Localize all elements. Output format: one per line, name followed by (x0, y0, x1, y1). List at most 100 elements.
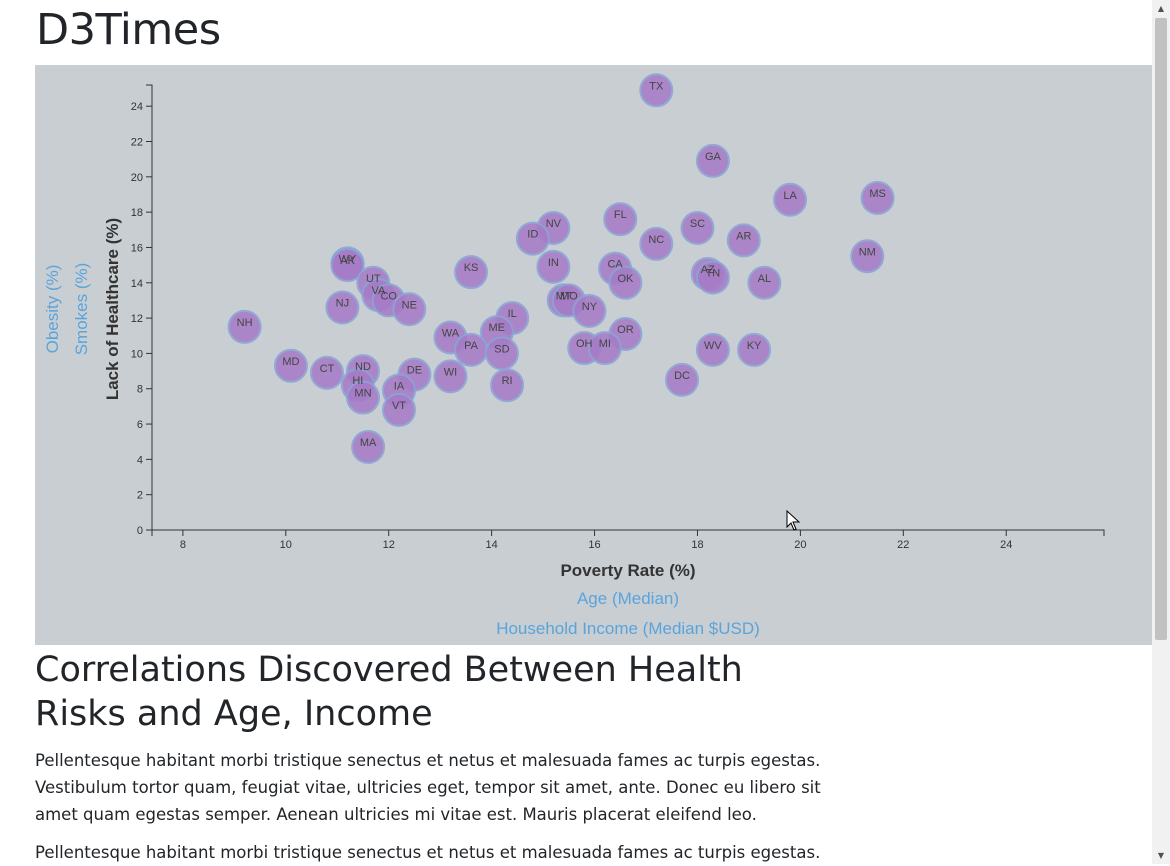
state-circle (680, 211, 715, 246)
state-label: FL (614, 209, 627, 221)
x-axis-label-age[interactable]: Age (Median) (577, 589, 679, 608)
state-label: ME (489, 322, 506, 334)
x-axis: 8 10 12 14 16 18 20 22 24 (151, 529, 1105, 551)
state-circle (860, 181, 895, 216)
state-label: LA (783, 190, 797, 202)
scroll-thumb[interactable] (1155, 18, 1167, 640)
state-circle (603, 202, 638, 237)
state-circle (433, 359, 468, 394)
state-label: GA (705, 151, 722, 163)
y-tick-label: 12 (131, 313, 143, 325)
x-tick-label: 8 (180, 539, 186, 551)
state-circle (587, 331, 622, 366)
y-tick-label: 0 (137, 525, 143, 537)
state-circle (773, 182, 808, 217)
x-tick-label: 22 (897, 539, 909, 551)
x-tick-label: 24 (1000, 539, 1012, 551)
state-circle (665, 362, 700, 397)
state-circle (325, 290, 360, 325)
chart-area: 8 10 12 14 16 18 20 22 24 0 2 4 6 8 10 12 14 16 18 20 22 24 … (35, 65, 1152, 645)
state-label: RI (502, 375, 513, 387)
x-axis-label-poverty[interactable]: Poverty Rate (%) (560, 561, 695, 580)
state-label: NH (237, 317, 253, 329)
y-tick-label: 18 (131, 207, 143, 219)
scroll-up-arrow-icon[interactable]: ▲ (1157, 4, 1165, 13)
state-label: NJ (336, 298, 349, 310)
state-label: VT (392, 400, 406, 412)
x-axis-label-income[interactable]: Household Income (Median $USD) (496, 619, 760, 638)
x-tick-label: 14 (486, 539, 498, 551)
scroll-down-arrow-icon[interactable]: ▼ (1157, 851, 1165, 860)
state-circle (639, 73, 674, 108)
state-label: WA (442, 328, 460, 340)
y-tick-label: 10 (131, 348, 143, 360)
state-label: WY (339, 253, 357, 265)
site-title: D3Times (36, 5, 221, 55)
state-label: NV (546, 218, 562, 230)
state-label: SD (494, 343, 509, 355)
state-label: NM (859, 246, 876, 258)
state-label: NY (582, 301, 598, 313)
state-label: AL (758, 273, 771, 285)
x-tick-label: 12 (383, 539, 395, 551)
state-label: OH (576, 338, 593, 350)
state-circles (227, 73, 895, 465)
state-circle (536, 249, 571, 284)
state-label: MT (556, 290, 572, 302)
x-tick-label: 16 (588, 539, 600, 551)
y-axis-label-obesity[interactable]: Obesity (%) (43, 265, 62, 354)
state-label: KS (464, 262, 479, 274)
scatter-chart: 8 10 12 14 16 18 20 22 24 024681012141618202224 … (43, 73, 1105, 638)
state-circle (850, 239, 885, 274)
state-circle (737, 332, 772, 367)
state-label: PA (464, 340, 479, 352)
article-paragraph: Pellentesque habitant morbi tristique se… (35, 751, 821, 824)
state-circle (382, 392, 417, 427)
state-label: VA (371, 285, 386, 297)
y-axis-label-healthcare[interactable]: Lack of Healthcare (%) (103, 218, 122, 400)
y-tick-label: 24 (131, 101, 143, 113)
state-circle (572, 294, 607, 329)
state-label: IA (394, 380, 405, 392)
article-heading: Correlations Discovered Between Health R… (35, 650, 743, 734)
y-axis-label-smokes[interactable]: Smokes (%) (72, 263, 91, 356)
state-label: WV (704, 340, 722, 352)
article-paragraph: Pellentesque habitant morbi tristique se… (35, 843, 821, 862)
x-tick-label: 10 (280, 539, 292, 551)
state-circle (515, 221, 550, 256)
state-label: HI (352, 375, 363, 387)
state-label: MD (282, 356, 299, 368)
y-tick-label: 22 (131, 137, 143, 149)
state-label: IL (508, 308, 517, 320)
state-label: MS (869, 188, 886, 200)
y-tick-label: 6 (137, 419, 143, 431)
state-label: MN (354, 388, 371, 400)
y-axis-line (146, 84, 153, 531)
state-label: NC (648, 234, 664, 246)
state-label: MO (560, 290, 578, 302)
state-circle (345, 380, 380, 415)
vertical-scrollbar[interactable]: ▲ ▼ (1152, 0, 1170, 864)
y-tick-label: 20 (131, 172, 143, 184)
state-label: CO (380, 290, 397, 302)
state-label: CA (607, 259, 623, 271)
state-label: MA (360, 437, 377, 449)
state-label: UT (366, 273, 381, 285)
state-circle (309, 355, 344, 390)
state-label: MI (599, 338, 611, 350)
state-circle (454, 255, 489, 290)
state-label: TX (649, 80, 664, 92)
y-tick-label: 4 (137, 454, 143, 466)
state-label: AR (736, 230, 751, 242)
state-label: AZ (701, 264, 715, 276)
state-label: WI (444, 366, 457, 378)
state-label: KY (747, 340, 762, 352)
x-axis-line (151, 529, 1105, 536)
state-label: SC (690, 218, 705, 230)
state-label: DC (674, 370, 690, 382)
state-circle (695, 143, 730, 178)
state-label: OR (617, 324, 634, 336)
state-label: DE (407, 365, 422, 377)
state-label: NE (402, 299, 417, 311)
